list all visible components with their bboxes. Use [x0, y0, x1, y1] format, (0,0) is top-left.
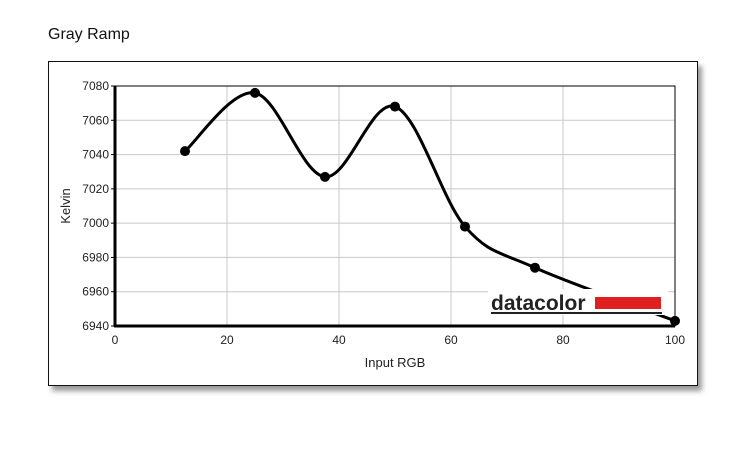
- logo-red-bar: [595, 297, 661, 309]
- tick-labels: 0 20 40 60 80 100 6940 6960 6980 7000 7020 7040 7060…: [82, 79, 685, 347]
- data-point: [670, 315, 680, 326]
- y-tick-label: 7060: [82, 113, 109, 127]
- y-tick-label: 6960: [82, 285, 109, 299]
- data-point: [320, 171, 330, 182]
- data-point: [250, 87, 260, 98]
- data-point: [180, 146, 190, 157]
- x-tick-label: 80: [556, 333, 570, 347]
- y-tick-label: 6980: [82, 250, 109, 264]
- x-tick-label: 60: [444, 333, 458, 347]
- x-tick-label: 100: [665, 333, 685, 347]
- y-tick-label: 7000: [82, 216, 109, 230]
- datacolor-logo: datacolor: [488, 289, 668, 315]
- data-point: [460, 221, 470, 232]
- y-tick-label: 6940: [82, 319, 109, 333]
- data-points: [180, 87, 680, 326]
- x-tick-label: 40: [332, 333, 346, 347]
- y-tick-label: 7080: [82, 79, 109, 93]
- x-tick-label: 0: [112, 333, 119, 347]
- data-point: [530, 262, 540, 273]
- y-tick-label: 7020: [82, 182, 109, 196]
- y-axis-label: Kelvin: [58, 188, 73, 223]
- x-axis-label: Input RGB: [365, 355, 426, 370]
- data-point: [390, 101, 400, 112]
- page-title: Gray Ramp: [48, 26, 130, 43]
- x-tick-label: 20: [220, 333, 234, 347]
- series-line: [183, 91, 676, 323]
- logo-text: datacolor: [491, 292, 586, 315]
- y-tick-label: 7040: [82, 148, 109, 162]
